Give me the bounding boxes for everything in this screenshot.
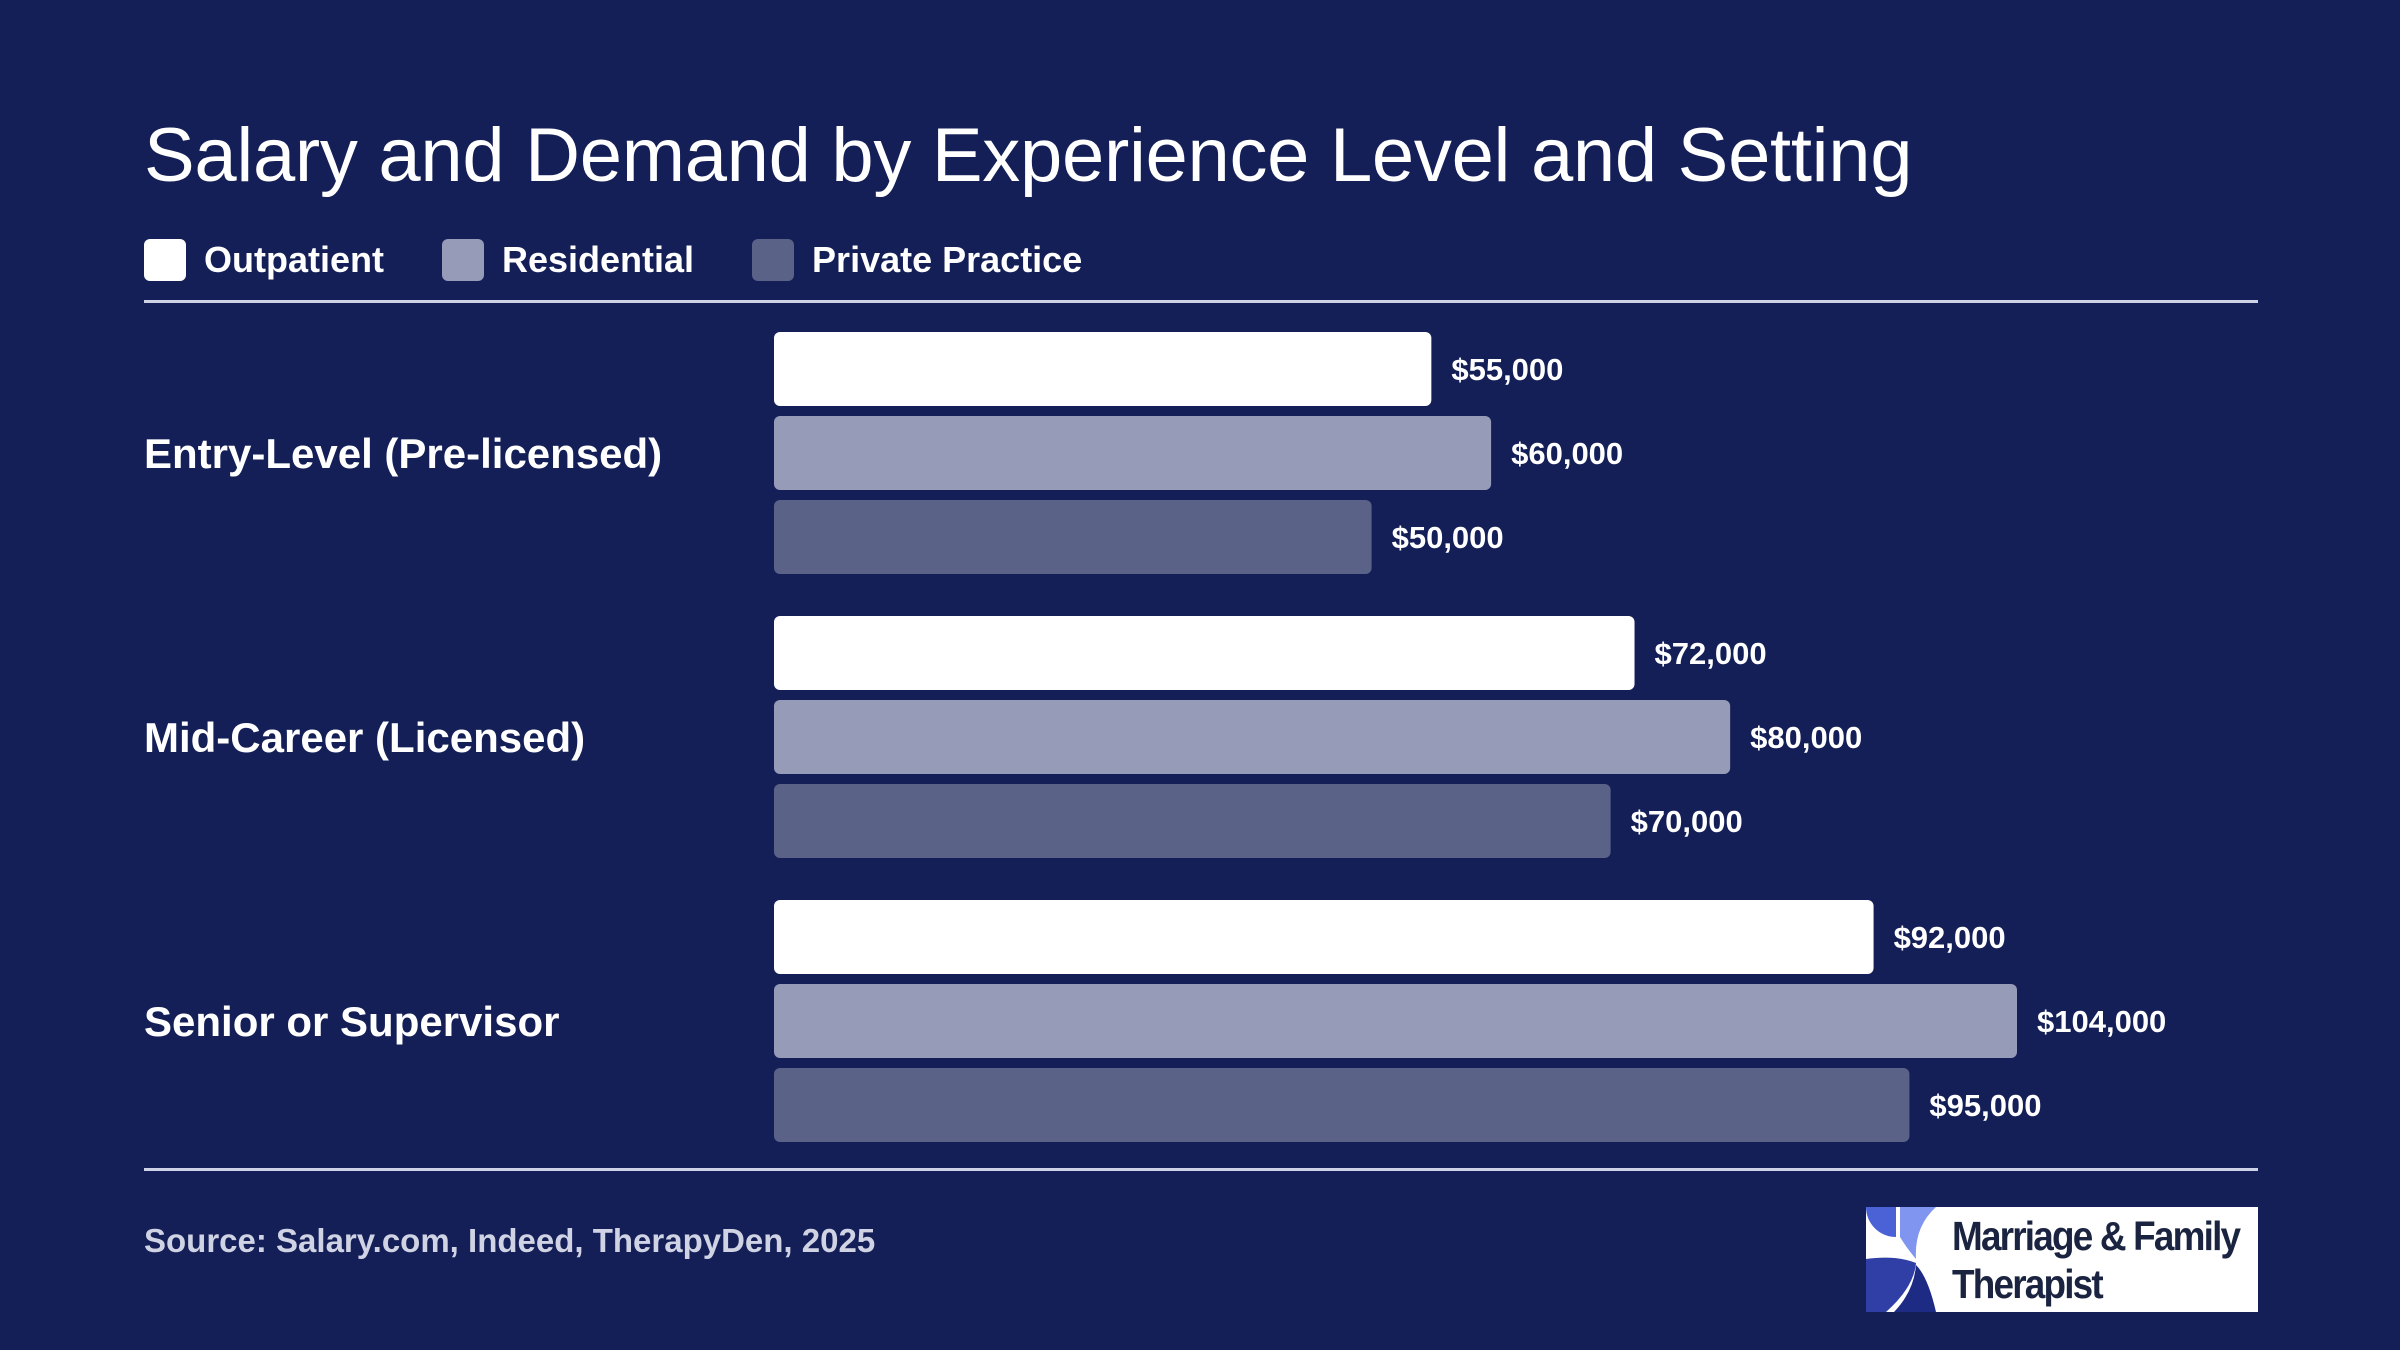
bar-residential-mid-career-licensed [774,700,1731,774]
bottom-divider [144,1168,2258,1171]
bar-value-label-outpatient-entry-level-pre-licensed: $55,000 [1451,352,1563,387]
chart-title: Salary and Demand by Experience Level an… [144,113,1913,198]
legend-label-private-practice: Private Practice [812,239,1083,280]
bar-private-practice-mid-career-licensed [774,784,1611,858]
bar-value-label-private-practice-senior-or-supervisor: $95,000 [1929,1088,2041,1123]
bar-value-label-outpatient-senior-or-supervisor: $92,000 [1894,920,2006,955]
legend-item-outpatient: Outpatient [144,239,384,281]
bar-outpatient-entry-level-pre-licensed [774,332,1432,406]
legend-label-outpatient: Outpatient [204,239,384,280]
logo-text-line1: Marriage & Family [1952,1212,2241,1259]
logo-mark-icon [1866,1207,1946,1312]
bar-value-label-outpatient-mid-career-licensed: $72,000 [1655,636,1767,671]
category-label-entry-level-pre-licensed: Entry-Level (Pre-licensed) [144,430,662,477]
legend-item-residential: Residential [441,239,695,281]
bar-residential-senior-or-supervisor [774,984,2017,1058]
bar-value-label-private-practice-mid-career-licensed: $70,000 [1631,804,1743,839]
source-note: Source: Salary.com, Indeed, TherapyDen, … [144,1222,876,1259]
legend-swatch-outpatient [144,239,186,281]
bar-outpatient-senior-or-supervisor [774,900,1874,974]
legend-item-private-practice: Private Practice [752,239,1082,281]
category-label-senior-or-supervisor: Senior or Supervisor [144,998,559,1045]
legend-swatch-private-practice [752,239,795,281]
bar-private-practice-senior-or-supervisor [774,1068,1910,1142]
bar-value-label-private-practice-entry-level-pre-licensed: $50,000 [1392,520,1504,555]
brand-logo: Marriage & Family Therapist [1866,1207,2258,1312]
logo-text: Marriage & Family Therapist [1952,1212,2241,1308]
bar-residential-entry-level-pre-licensed [774,416,1492,490]
legend-swatch-residential [441,239,484,281]
bar-outpatient-mid-career-licensed [774,616,1635,690]
bar-value-label-residential-senior-or-supervisor: $104,000 [2037,1004,2166,1039]
bar-private-practice-entry-level-pre-licensed [774,500,1372,574]
legend-label-residential: Residential [501,239,695,280]
category-label-mid-career-licensed: Mid-Career (Licensed) [144,714,585,761]
bar-value-label-residential-entry-level-pre-licensed: $60,000 [1511,436,1623,471]
logo-text-line2: Therapist [1952,1260,2104,1307]
legend: Outpatient Residential Private Practice [144,238,1140,282]
bar-value-label-residential-mid-career-licensed: $80,000 [1750,720,1862,755]
top-divider [144,300,2258,303]
